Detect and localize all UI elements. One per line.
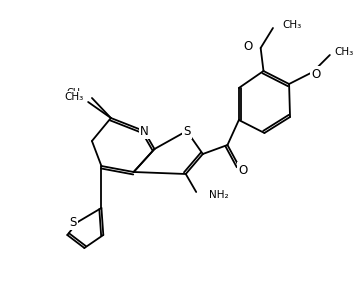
Text: O: O bbox=[238, 163, 247, 176]
Text: CH₃: CH₃ bbox=[66, 88, 84, 98]
Text: S: S bbox=[183, 124, 190, 138]
Text: O: O bbox=[311, 68, 320, 81]
Text: CH₃: CH₃ bbox=[335, 47, 354, 57]
Text: NH₂: NH₂ bbox=[210, 190, 229, 200]
Text: CH₃: CH₃ bbox=[282, 20, 302, 30]
Text: CH₃: CH₃ bbox=[64, 92, 84, 102]
Text: O: O bbox=[244, 39, 253, 53]
Text: S: S bbox=[69, 216, 77, 228]
Text: N: N bbox=[140, 124, 148, 138]
